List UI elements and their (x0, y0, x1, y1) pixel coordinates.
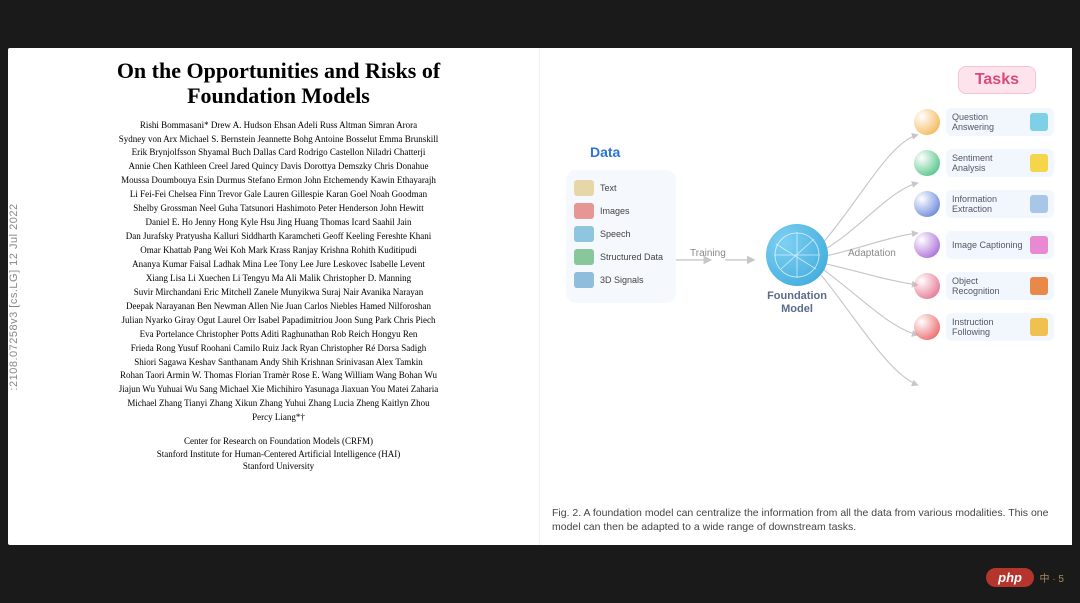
title-line-1: On the Opportunities and Risks of (117, 58, 440, 83)
task-label: Instruction Following (952, 317, 1026, 338)
data-modalities-box: Data TextImagesSpeechStructured Data3D S… (566, 170, 676, 303)
task-ball-icon (914, 314, 940, 340)
data-item: Images (574, 203, 668, 219)
task-item: Object Recognition (914, 272, 1054, 300)
affiliation: Center for Research on Foundation Models… (36, 435, 521, 473)
training-label: Training (690, 248, 726, 259)
paper-title: On the Opportunities and Risks of Founda… (36, 58, 521, 109)
task-label: Information Extraction (952, 194, 1026, 215)
tasks-heading: Tasks (958, 66, 1036, 94)
task-ball-icon (914, 150, 940, 176)
task-box: Object Recognition (946, 272, 1054, 300)
modality-label: 3D Signals (600, 275, 644, 285)
modality-icon (574, 180, 594, 196)
task-box: Question Answering (946, 108, 1054, 136)
modality-icon (574, 203, 594, 219)
task-mini-icon (1030, 195, 1048, 213)
modality-label: Text (600, 183, 617, 193)
slide-container: :2108.07258v3 [cs.LG] 12 Jul 2022 On the… (8, 48, 1072, 545)
model-icon (766, 224, 828, 286)
task-label: Object Recognition (952, 276, 1026, 297)
task-item: Sentiment Analysis (914, 149, 1054, 177)
tasks-column: Question Answering Sentiment Analysis Info… (914, 108, 1054, 354)
task-mini-icon (1030, 318, 1048, 336)
task-item: Instruction Following (914, 313, 1054, 341)
task-label: Sentiment Analysis (952, 153, 1026, 174)
foundation-model-node: Foundation Model (766, 224, 828, 315)
title-line-2: Foundation Models (187, 83, 370, 108)
modality-icon (574, 249, 594, 265)
page-indicator: 中 · 5 (1040, 570, 1064, 585)
author-list: Rishi Bommasani* Drew A. Hudson Ehsan Ad… (36, 119, 521, 426)
modality-label: Speech (600, 229, 631, 239)
arxiv-id: :2108.07258v3 [cs.LG] 12 Jul 2022 (8, 203, 20, 390)
watermark-badge: php (986, 568, 1034, 587)
modality-icon (574, 226, 594, 242)
task-mini-icon (1030, 277, 1048, 295)
task-label: Image Captioning (952, 240, 1023, 250)
figure-caption: Fig. 2. A foundation model can centraliz… (552, 506, 1060, 535)
data-item: Structured Data (574, 249, 668, 265)
task-mini-icon (1030, 236, 1048, 254)
figure-panel: Data Text Images Speech Structured Data 3D S… (540, 48, 1072, 545)
paper-title-panel: :2108.07258v3 [cs.LG] 12 Jul 2022 On the… (8, 48, 540, 545)
foundation-model-diagram: Data Text Images Speech Structured Data 3D S… (552, 68, 1062, 448)
task-item: Information Extraction (914, 190, 1054, 218)
task-box: Information Extraction (946, 190, 1054, 218)
data-item: 3D Signals (574, 272, 668, 288)
modality-label: Images (600, 206, 630, 216)
task-ball-icon (914, 273, 940, 299)
modality-label: Structured Data (600, 252, 663, 262)
task-box: Sentiment Analysis (946, 149, 1054, 177)
task-ball-icon (914, 109, 940, 135)
task-label: Question Answering (952, 112, 1026, 133)
task-item: Question Answering (914, 108, 1054, 136)
adaptation-label: Adaptation (848, 248, 896, 259)
task-box: Instruction Following (946, 313, 1054, 341)
task-ball-icon (914, 232, 940, 258)
data-heading: Data (590, 144, 620, 160)
model-label: Foundation Model (766, 290, 828, 315)
task-box: Image Captioning (946, 231, 1054, 259)
task-mini-icon (1030, 113, 1048, 131)
modality-icon (574, 272, 594, 288)
task-mini-icon (1030, 154, 1048, 172)
task-ball-icon (914, 191, 940, 217)
task-item: Image Captioning (914, 231, 1054, 259)
data-item: Speech (574, 226, 668, 242)
data-item: Text (574, 180, 668, 196)
